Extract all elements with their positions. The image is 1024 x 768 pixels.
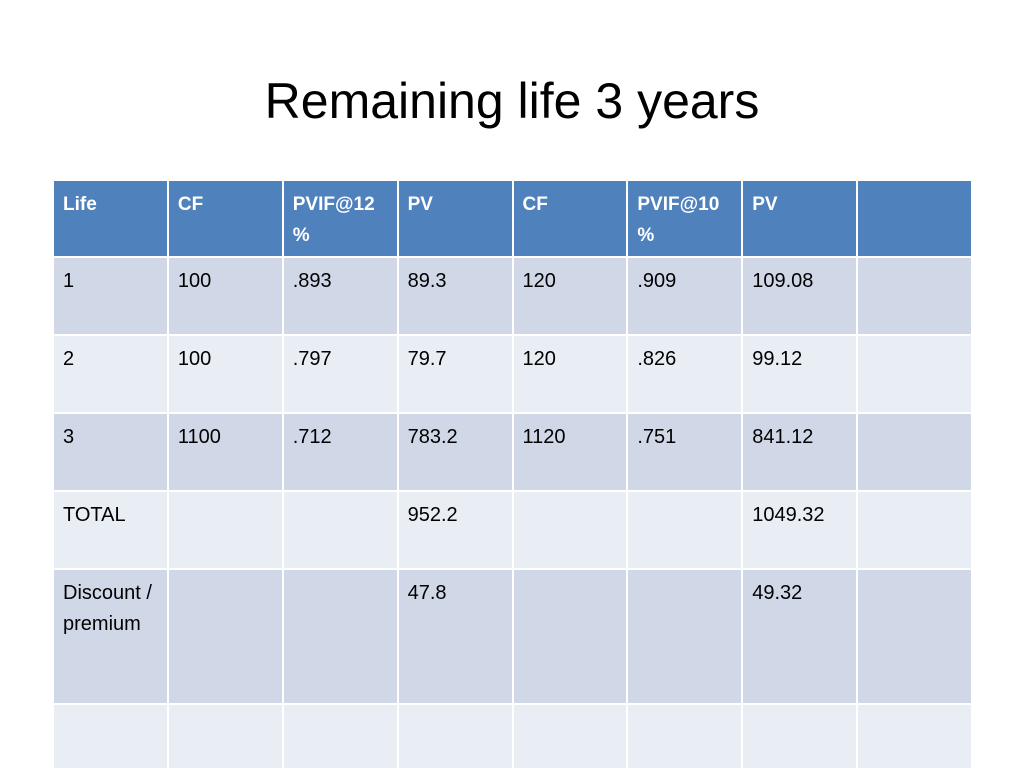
slide-title: Remaining life 3 years (264, 73, 760, 129)
header-cell: Life (52, 179, 169, 258)
empty-cell (511, 490, 629, 570)
empty-cell (856, 334, 973, 414)
table-cell: .826 (626, 334, 744, 414)
table-cell: 100 (166, 256, 284, 336)
header-cell: PVIF@10% (626, 179, 744, 258)
empty-cell (856, 179, 973, 258)
header-cell: PV (741, 179, 859, 258)
empty-cell (511, 703, 629, 768)
table-row: TOTAL 952.2 1049.32 (52, 490, 973, 570)
table-cell: 1120 (511, 412, 629, 492)
empty-cell (511, 568, 629, 705)
empty-cell (281, 703, 399, 768)
table-row: 1 100.893 89.3 120.909 109.08 (52, 256, 973, 336)
table-cell: .797 (281, 334, 399, 414)
empty-cell (626, 490, 744, 570)
table-cell: .909 (626, 256, 744, 336)
empty-cell (856, 490, 973, 570)
table-cell: 3 (52, 412, 169, 492)
table-row: 3 1100.712 783.2 1120.751 841.12 (52, 412, 973, 492)
empty-cell (856, 568, 973, 705)
header-cell: PVIF@12% (281, 179, 399, 258)
table-cell: 783.2 (396, 412, 514, 492)
table-row: 2 100.797 79.7 120.826 99.12 (52, 334, 973, 414)
table-cell: 1100 (166, 412, 284, 492)
table-cell: 120 (511, 256, 629, 336)
table-cell: .751 (626, 412, 744, 492)
empty-cell (741, 703, 859, 768)
table-cell: 100 (166, 334, 284, 414)
table-cell: 2 (52, 334, 169, 414)
table-cell: 89.3 (396, 256, 514, 336)
table-container: Life CF PVIF@12% PV CF PVIF@10% PV 1 100.893 89.3… (52, 179, 973, 768)
table-cell: 79.7 (396, 334, 514, 414)
header-cell: PV (396, 179, 514, 258)
header-cell: CF (511, 179, 629, 258)
empty-cell (626, 703, 744, 768)
table-cell: 1049.32 (741, 490, 859, 570)
table-cell: 49.32 (741, 568, 859, 705)
empty-cell (166, 490, 284, 570)
table-cell: 47.8 (396, 568, 514, 705)
empty-cell (281, 568, 399, 705)
table-cell: Discount / premium (52, 568, 169, 705)
empty-cell (396, 703, 514, 768)
table: Life CF PVIF@12% PV CF PVIF@10% PV 1 100.893 89.3… (52, 179, 973, 768)
empty-cell (856, 256, 973, 336)
table-cell: 952.2 (396, 490, 514, 570)
empty-cell (281, 490, 399, 570)
empty-cell (856, 703, 973, 768)
table-cell: 109.08 (741, 256, 859, 336)
empty-cell (166, 568, 284, 705)
empty-cell (52, 703, 169, 768)
table-cell: 120 (511, 334, 629, 414)
empty-cell (166, 703, 284, 768)
table-cell: 841.12 (741, 412, 859, 492)
table-cell: .712 (281, 412, 399, 492)
table-cell: .893 (281, 256, 399, 336)
header-cell: CF (166, 179, 284, 258)
table-row (52, 703, 973, 768)
table-cell: 99.12 (741, 334, 859, 414)
table-cell: 1 (52, 256, 169, 336)
empty-cell (856, 412, 973, 492)
header-row: Life CF PVIF@12% PV CF PVIF@10% PV (52, 179, 973, 258)
table-row: Discount / premium 47.8 49.32 (52, 568, 973, 705)
table-cell: TOTAL (52, 490, 169, 570)
empty-cell (626, 568, 744, 705)
